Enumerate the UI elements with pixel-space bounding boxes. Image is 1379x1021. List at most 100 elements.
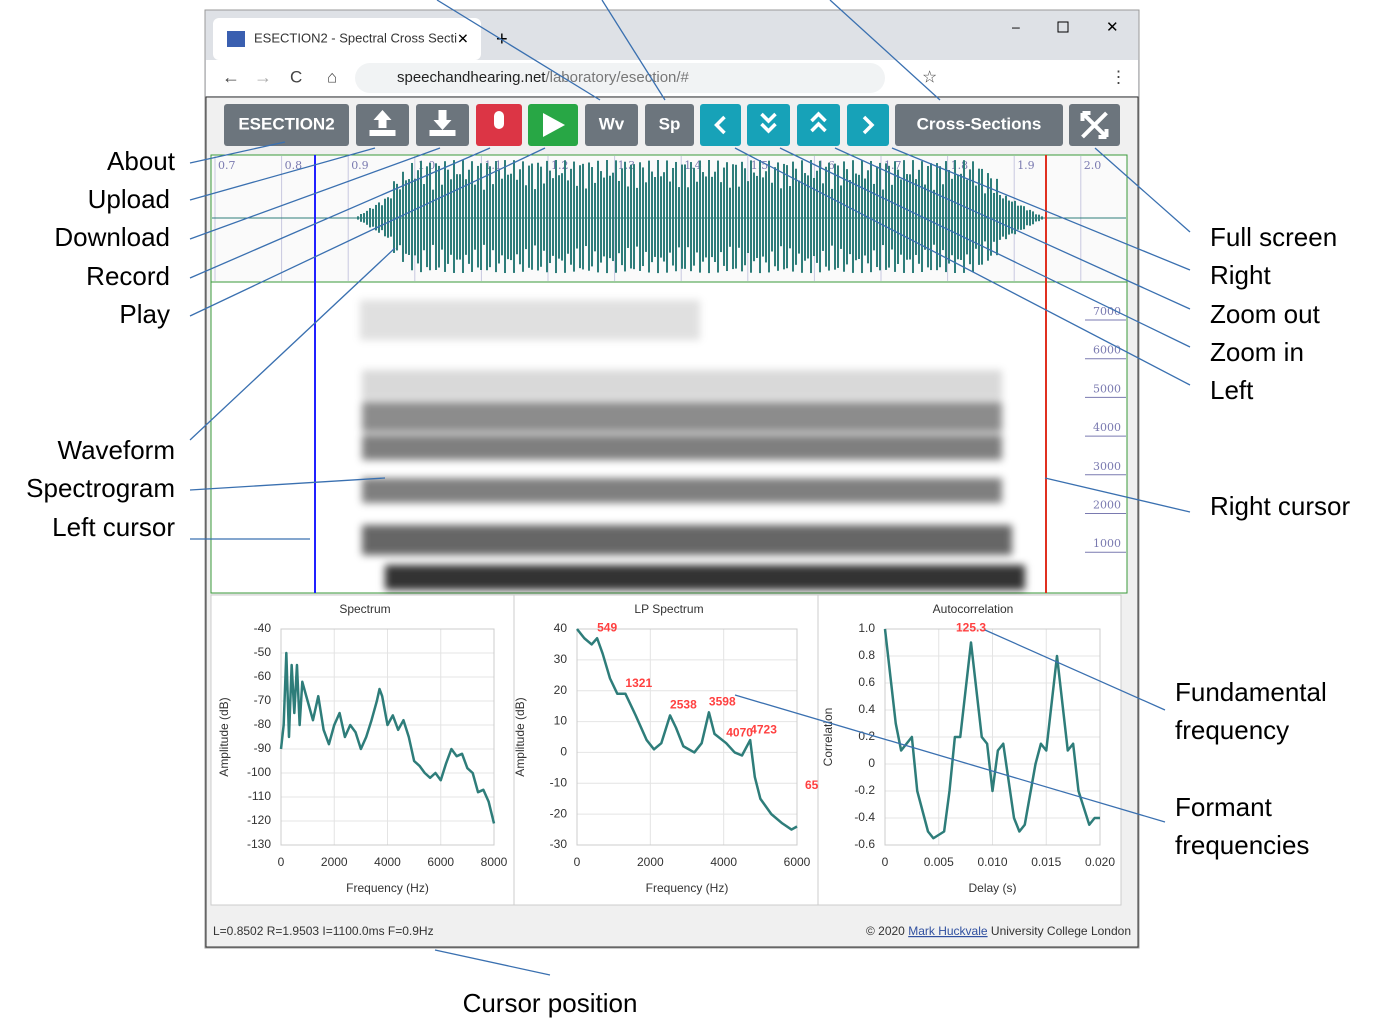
time-tick-label: 1.8 bbox=[951, 159, 969, 172]
spec-band bbox=[362, 370, 1002, 400]
spec-band bbox=[362, 525, 1012, 555]
y-tick-label: -50 bbox=[254, 645, 272, 659]
minimize[interactable]: – bbox=[1012, 19, 1020, 35]
freq-tick-label: 2000 bbox=[1093, 499, 1121, 512]
callout-line bbox=[189, 147, 441, 240]
x-tick-label: 6000 bbox=[784, 855, 811, 869]
time-tick-label: 1.3 bbox=[618, 159, 636, 172]
tray-icon bbox=[369, 130, 396, 136]
y-tick-label: 0.4 bbox=[858, 702, 875, 716]
callout-label: Right cursor bbox=[1210, 491, 1350, 521]
chart-title: LP Spectrum bbox=[634, 602, 703, 616]
y-tick-label: 10 bbox=[554, 714, 568, 728]
callout-label: About bbox=[107, 146, 176, 176]
url-path: /laboratory/esection/# bbox=[545, 69, 689, 86]
callout-line bbox=[834, 147, 1191, 310]
callout-line bbox=[779, 147, 1191, 348]
time-tick-label: 1.1 bbox=[484, 159, 502, 172]
chart-title: Autocorrelation bbox=[933, 602, 1014, 616]
tab-close[interactable]: ✕ bbox=[457, 31, 469, 47]
time-tick-label: 2.0 bbox=[1084, 159, 1102, 172]
y-tick-label: -120 bbox=[247, 813, 271, 827]
institution: University College London bbox=[991, 924, 1131, 938]
button-label: Sp bbox=[659, 114, 681, 133]
y-tick-label: -0.4 bbox=[854, 810, 875, 824]
tray-icon bbox=[429, 130, 456, 136]
plot-frame bbox=[280, 628, 495, 846]
callout-line bbox=[189, 147, 376, 201]
callout-line bbox=[189, 247, 396, 441]
formant-label: 4070 bbox=[726, 725, 753, 739]
y-tick-label: -0.6 bbox=[854, 837, 875, 851]
time-tick-label: 1.4 bbox=[684, 159, 702, 172]
y-tick-label: -20 bbox=[550, 806, 568, 820]
forward[interactable]: → bbox=[254, 67, 272, 87]
button-label: ESECTION2 bbox=[238, 114, 334, 133]
spec-band bbox=[362, 478, 1002, 503]
x-tick-label: 4000 bbox=[374, 855, 401, 869]
f0-label: 125.3 bbox=[956, 621, 986, 635]
y-tick-label: 0.6 bbox=[858, 675, 875, 689]
reload[interactable]: C bbox=[290, 67, 302, 86]
back[interactable]: ← bbox=[222, 67, 240, 87]
x-axis-label: Frequency (Hz) bbox=[346, 881, 429, 895]
button[interactable] bbox=[224, 104, 349, 146]
callout-label: Waveform bbox=[58, 435, 176, 465]
annotations: About Upload Download Record Play Waveform Spe… bbox=[26, 0, 1350, 1018]
x-tick-label: 8000 bbox=[481, 855, 508, 869]
author-link[interactable]: Mark Huckvale bbox=[908, 924, 988, 938]
home[interactable]: ⌂ bbox=[327, 67, 337, 86]
x-tick-label: 0.010 bbox=[977, 855, 1007, 869]
button[interactable] bbox=[585, 104, 638, 146]
button[interactable] bbox=[645, 104, 694, 146]
x-tick-label: 0.015 bbox=[1031, 855, 1061, 869]
button[interactable] bbox=[847, 104, 889, 146]
spectrogram-axis: 7000 6000 5000 4000 3000 2000 1000 bbox=[1085, 305, 1126, 553]
chevron-icon bbox=[862, 115, 875, 135]
x-tick-label: 4000 bbox=[710, 855, 737, 869]
spec-band bbox=[360, 300, 700, 340]
time-tick-label: 0.8 bbox=[285, 159, 303, 172]
callout-label: Cursor position bbox=[463, 988, 638, 1018]
y-tick-label: -100 bbox=[247, 765, 271, 779]
button[interactable] bbox=[700, 104, 741, 146]
chevron-icon bbox=[714, 115, 726, 135]
app-toolbar: ESECTION2 Wv Sp Cross-Sections bbox=[224, 104, 1120, 146]
button[interactable] bbox=[895, 104, 1063, 146]
y-tick-label: -130 bbox=[247, 837, 271, 851]
freq-tick-label: 1000 bbox=[1093, 537, 1121, 550]
address-bar[interactable] bbox=[355, 63, 885, 93]
url: speechandhearing.net/laboratory/esection… bbox=[397, 69, 690, 86]
maximize[interactable] bbox=[1057, 21, 1069, 33]
callout-line bbox=[436, 0, 601, 101]
callout-label: Left cursor bbox=[52, 512, 175, 542]
x-tick-label: 0.020 bbox=[1085, 855, 1115, 869]
callout-label: Zoom in bbox=[1210, 337, 1304, 367]
callout-line bbox=[734, 147, 1191, 386]
tab-icon bbox=[227, 31, 245, 47]
callout-line bbox=[984, 629, 1166, 711]
button[interactable] bbox=[747, 104, 790, 146]
x-tick-label: 2000 bbox=[321, 855, 348, 869]
cursor-status: L=0.8502 R=1.9503 I=1100.0ms F=0.9Hz bbox=[213, 924, 434, 938]
y-axis-label: Amplitude (dB) bbox=[513, 697, 527, 776]
formant-label: 65 bbox=[805, 778, 819, 792]
freq-tick-label: 6000 bbox=[1093, 344, 1121, 357]
tab[interactable] bbox=[213, 18, 481, 60]
y-tick-label: -30 bbox=[550, 837, 568, 851]
y-tick-label: -80 bbox=[254, 717, 272, 731]
callout-label: Play bbox=[119, 299, 170, 329]
y-tick-label: 1.0 bbox=[858, 621, 875, 635]
plot-frame bbox=[884, 628, 1101, 846]
callout-line bbox=[189, 147, 491, 279]
waveform: 0.70.80.91.01.11.21.31.41.51.61.71.81.92… bbox=[212, 156, 1126, 281]
bookmark[interactable]: ☆ bbox=[922, 67, 937, 86]
callout-label: Full screen bbox=[1210, 222, 1337, 252]
callout-line bbox=[891, 147, 1191, 271]
url-host: speechandhearing.net bbox=[397, 69, 546, 86]
callout-line bbox=[1094, 147, 1191, 233]
callout-label: Right bbox=[1210, 260, 1271, 290]
close[interactable]: ✕ bbox=[1106, 19, 1119, 36]
menu[interactable]: ⋮ bbox=[1110, 67, 1127, 86]
